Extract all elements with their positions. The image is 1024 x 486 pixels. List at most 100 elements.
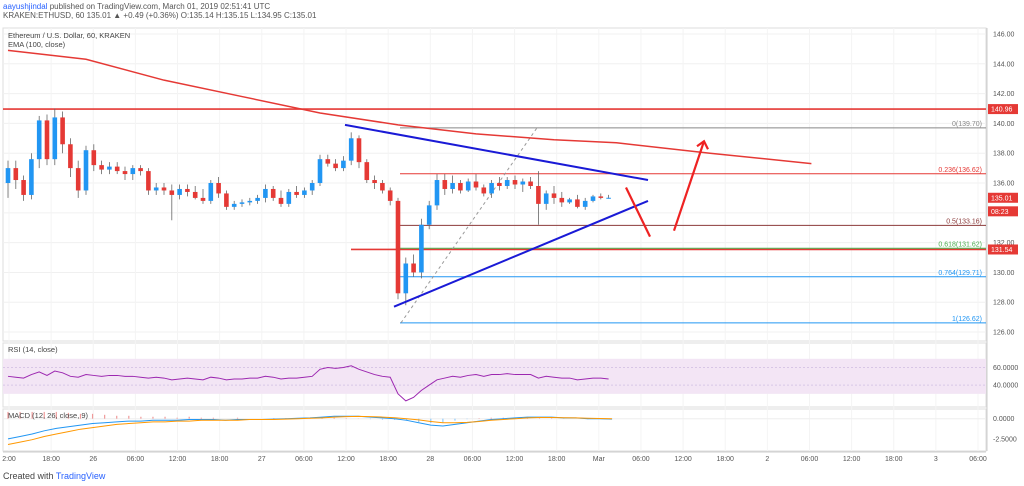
- candle-body: [551, 193, 557, 198]
- time-tick-label: 18:00: [885, 456, 903, 463]
- publish-info: published on TradingView.com, March 01, …: [49, 2, 271, 11]
- macd-signal-line: [7, 415, 613, 446]
- candle-body: [450, 183, 455, 189]
- candle-body: [497, 183, 502, 186]
- price-tick-label: 136.00: [993, 181, 1015, 188]
- rsi-tick-label: 60.0000: [993, 365, 1018, 372]
- time-tick-label: 26: [89, 456, 97, 463]
- time-tick-label: 28: [426, 456, 434, 463]
- candle-body: [216, 183, 221, 194]
- price-label-box: [988, 244, 1018, 255]
- candle-body: [504, 180, 510, 186]
- footer-created-with: Created with: [3, 471, 54, 481]
- candle-body: [107, 166, 112, 170]
- price-tick-label: 144.00: [993, 61, 1015, 68]
- trendline: [393, 199, 649, 308]
- price-tick-label: 126.00: [993, 330, 1015, 337]
- candle-body: [138, 168, 143, 172]
- candle-body: [442, 180, 448, 189]
- price-tick-label: 146.00: [993, 31, 1015, 38]
- candle-body: [200, 197, 206, 201]
- candle-body: [122, 171, 128, 175]
- price-label-text: 140.96: [991, 107, 1013, 114]
- fib-label: 0.5(133.16): [946, 218, 982, 225]
- publish-header: aayushjindal published on TradingView.co…: [3, 2, 270, 11]
- candle-body: [489, 183, 494, 194]
- candle-body: [395, 200, 401, 294]
- candle-body: [231, 203, 237, 207]
- fib-label: 0.618(131.62): [938, 241, 982, 248]
- fib-label: 0.236(136.62): [938, 167, 982, 174]
- time-tick-label: 06:00: [801, 456, 819, 463]
- candle-body: [91, 150, 97, 166]
- candle-body: [364, 162, 370, 181]
- candle-body: [83, 150, 89, 191]
- candle-body: [465, 181, 471, 191]
- candle-body: [575, 199, 580, 207]
- rsi-tick-label: 40.0000: [993, 383, 1018, 390]
- time-tick-label: 2: [765, 456, 769, 463]
- trendline: [344, 123, 649, 182]
- tradingview-logo[interactable]: TradingView: [55, 471, 106, 481]
- candle-body: [543, 193, 549, 204]
- time-tick-label: Mar: [593, 456, 606, 463]
- price-tick-label: 140.00: [993, 121, 1015, 128]
- candle-body: [302, 190, 307, 195]
- candle-body: [146, 171, 151, 191]
- fib-label: 0.764(129.71): [938, 270, 982, 277]
- candle-body: [99, 165, 104, 170]
- up-arrow-head: [696, 139, 709, 150]
- candle-body: [387, 190, 393, 201]
- candle-body: [325, 159, 331, 164]
- candle-body: [317, 159, 323, 184]
- candle-body: [458, 183, 463, 191]
- candle-body: [52, 117, 58, 160]
- candle-body: [426, 205, 432, 225]
- time-tick-label: 12:00: [506, 456, 524, 463]
- time-tick-label: 06:00: [464, 456, 482, 463]
- ohlc-line: KRAKEN:ETHUSD, 60 135.01 ▲ +0.49 (+0.36%…: [3, 11, 317, 20]
- candle-body: [356, 138, 362, 163]
- price-label-text: 08:23: [991, 209, 1009, 216]
- time-tick-label: 18:00: [42, 456, 60, 463]
- time-tick-label: 18:00: [548, 456, 566, 463]
- author-link[interactable]: aayushjindal: [3, 2, 48, 11]
- candle-body: [411, 263, 416, 273]
- footer: Created with TradingView: [3, 471, 105, 481]
- candle-body: [169, 190, 175, 195]
- candle-body: [13, 168, 19, 181]
- time-tick-label: 27: [258, 456, 266, 463]
- candle-body: [473, 181, 479, 188]
- candle-body: [247, 200, 253, 203]
- candle-body: [224, 193, 229, 207]
- candle-body: [403, 263, 409, 294]
- rsi-band: [3, 358, 986, 394]
- price-label-box: [988, 206, 1018, 217]
- time-tick-label: 12:00: [337, 456, 355, 463]
- candle-body: [114, 166, 120, 172]
- fib-anchor-line: [400, 127, 538, 324]
- candle-body: [208, 183, 214, 201]
- price-label-box: [988, 104, 1018, 115]
- price-tick-label: 132.00: [993, 240, 1015, 247]
- time-tick-label: 12:00: [169, 456, 187, 463]
- candle-body: [419, 224, 424, 273]
- macd-tick-label: 0.0000: [993, 416, 1015, 423]
- time-tick-label: 06:00: [969, 456, 987, 463]
- macd-tick-label: -2.5000: [993, 436, 1017, 443]
- price-label-box: [988, 192, 1018, 203]
- ema-line: [7, 49, 812, 165]
- candle-body: [380, 183, 385, 191]
- time-tick-label: 18:00: [211, 456, 229, 463]
- candle-body: [372, 180, 377, 184]
- candle-body: [286, 191, 292, 204]
- time-tick-label: 18:00: [716, 456, 734, 463]
- candle-body: [481, 187, 487, 194]
- time-tick-label: 06:00: [632, 456, 650, 463]
- candle-body: [528, 181, 533, 186]
- candle-body: [606, 197, 611, 199]
- candle-body: [153, 187, 159, 191]
- candle-body: [68, 144, 73, 169]
